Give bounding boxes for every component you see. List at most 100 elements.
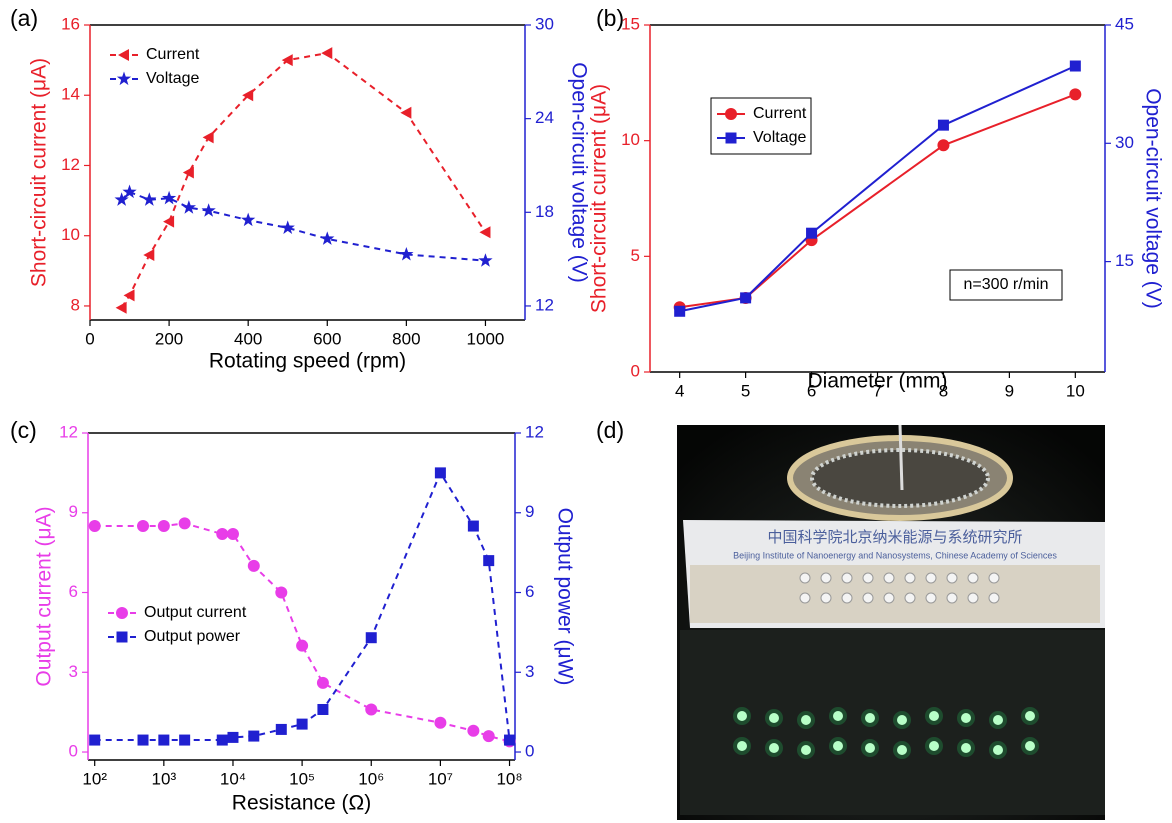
marker xyxy=(181,200,196,214)
marker xyxy=(483,555,495,567)
marker xyxy=(316,676,329,689)
marker xyxy=(137,734,149,746)
marker xyxy=(88,520,101,533)
led xyxy=(833,741,843,751)
marker xyxy=(89,734,101,746)
panel-label: (c) xyxy=(10,417,37,443)
led xyxy=(993,715,1003,725)
x-tick-label: 5 xyxy=(741,381,750,400)
marker xyxy=(467,724,480,737)
series-line xyxy=(94,522,510,743)
x-tick-label: 400 xyxy=(234,329,262,348)
panel-label: (b) xyxy=(596,5,624,31)
x-tick-label: 6 xyxy=(807,381,816,400)
led-top xyxy=(799,572,811,584)
led xyxy=(737,711,747,721)
marker xyxy=(247,559,260,572)
marker xyxy=(504,734,516,746)
led xyxy=(737,741,747,751)
y2-tick-label: 12 xyxy=(525,422,544,441)
marker xyxy=(1069,88,1082,101)
x-tick-label: 7 xyxy=(873,381,882,400)
marker xyxy=(281,54,293,67)
led-top xyxy=(967,572,979,584)
led-top xyxy=(820,572,832,584)
marker xyxy=(317,703,329,715)
x-axis-title: Diameter (mm) xyxy=(808,370,948,393)
y2-tick-label: 30 xyxy=(1115,133,1134,152)
legend-label: Output power xyxy=(144,628,241,645)
marker xyxy=(116,607,128,619)
x-tick-label: 800 xyxy=(392,329,420,348)
y-tick-label: 0 xyxy=(631,361,640,380)
led xyxy=(865,713,875,723)
led-top xyxy=(988,592,1000,604)
y-tick-label: 10 xyxy=(621,130,640,149)
x-tick-label: 10⁷ xyxy=(428,769,453,788)
series-line xyxy=(120,190,486,262)
x-axis-title: Resistance (Ω) xyxy=(232,792,371,815)
led xyxy=(801,715,811,725)
marker xyxy=(482,730,495,743)
photo-disk-ring xyxy=(810,448,990,508)
marker xyxy=(161,190,177,205)
x-tick-label: 10⁸ xyxy=(496,769,522,788)
marker xyxy=(321,47,333,60)
x-tick-label: 200 xyxy=(155,329,183,348)
marker xyxy=(275,586,288,599)
led-top xyxy=(883,572,895,584)
led-top xyxy=(820,592,832,604)
photo-text: 中国科学院北京纳米能源与系统研究所 xyxy=(767,528,1022,546)
y2-axis-title: Open-circuit voltage (V) xyxy=(1141,88,1164,309)
marker xyxy=(740,292,752,304)
led-top xyxy=(925,572,937,584)
panel-label: (a) xyxy=(10,5,38,31)
x-tick-label: 1000 xyxy=(467,329,505,348)
led xyxy=(801,745,811,755)
y2-tick-label: 6 xyxy=(525,582,534,601)
led-top xyxy=(841,592,853,604)
marker xyxy=(296,718,308,730)
marker xyxy=(118,49,129,61)
led xyxy=(769,713,779,723)
y-tick-label: 15 xyxy=(621,14,640,33)
x-tick-label: 600 xyxy=(313,329,341,348)
led xyxy=(961,713,971,723)
marker xyxy=(434,716,447,729)
marker xyxy=(320,231,335,245)
led xyxy=(961,743,971,753)
y-tick-label: 8 xyxy=(71,295,80,314)
y-tick-label: 10 xyxy=(61,225,80,244)
led xyxy=(769,743,779,753)
y2-tick-label: 9 xyxy=(525,502,534,521)
marker xyxy=(227,731,239,743)
marker xyxy=(1069,60,1081,72)
marker xyxy=(937,139,950,152)
led-top xyxy=(862,572,874,584)
marker xyxy=(365,703,378,716)
led-top xyxy=(988,572,1000,584)
y-tick-label: 5 xyxy=(631,246,640,265)
marker xyxy=(478,253,493,267)
x-tick-label: 8 xyxy=(939,381,948,400)
marker xyxy=(216,528,229,541)
y2-axis-title: Open-circuit voltage (V) xyxy=(567,62,590,283)
marker xyxy=(467,520,479,532)
marker xyxy=(280,220,295,234)
led xyxy=(833,711,843,721)
y-tick-label: 9 xyxy=(69,502,78,521)
marker xyxy=(157,520,170,533)
led-top xyxy=(925,592,937,604)
marker xyxy=(674,305,686,317)
y2-tick-label: 3 xyxy=(525,662,534,681)
marker xyxy=(937,119,949,131)
led xyxy=(865,743,875,753)
led-top xyxy=(904,592,916,604)
panel-label: (d) xyxy=(596,417,624,443)
marker xyxy=(725,132,737,144)
y-axis-title: Output current (μA) xyxy=(33,506,56,686)
marker xyxy=(226,528,239,541)
x-tick-label: 9 xyxy=(1005,381,1014,400)
y-tick-label: 16 xyxy=(61,14,80,33)
y2-tick-label: 15 xyxy=(1115,251,1134,270)
